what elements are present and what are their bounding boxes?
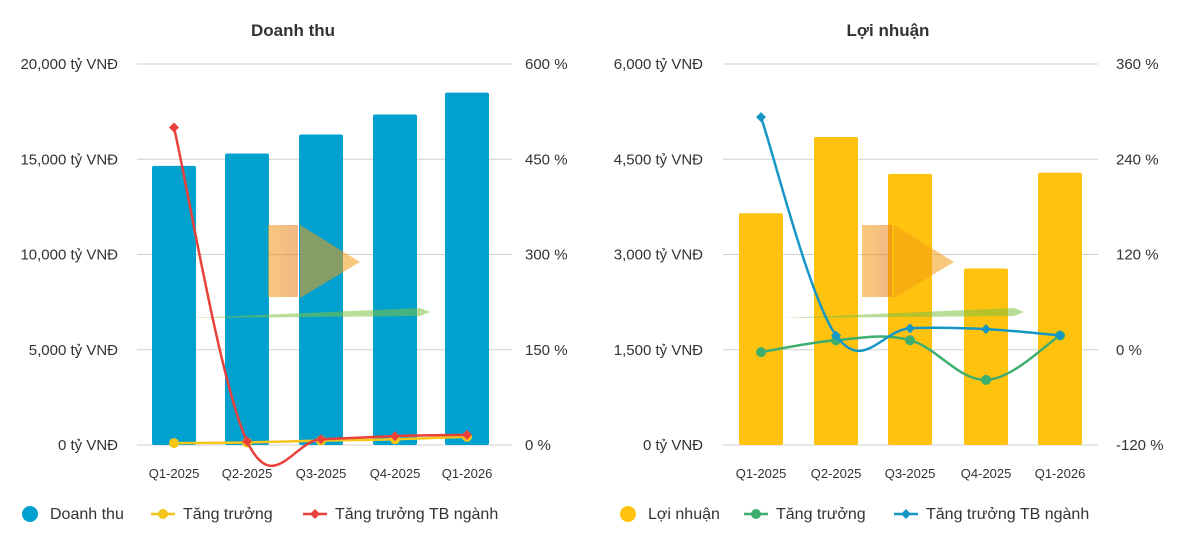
bar xyxy=(814,137,858,445)
watermark-logo xyxy=(190,225,430,318)
x-tick-label: Q1-2026 xyxy=(442,466,493,481)
series-point xyxy=(981,324,991,335)
y-tick-label: 15,000 tỷ VNĐ xyxy=(20,151,118,168)
x-tick-label: Q1-2025 xyxy=(736,466,787,481)
bar xyxy=(445,92,489,445)
legend-marker xyxy=(158,509,168,519)
legend-label: Tăng trưởng TB ngành xyxy=(335,506,498,523)
y-tick-label: 6,000 tỷ VNĐ xyxy=(614,56,703,73)
y-tick-label: 10,000 tỷ VNĐ xyxy=(20,247,118,264)
legend: Lợi nhuận Tăng trưởng Tăng trưởng TB ngành xyxy=(620,506,1089,523)
x-tick-label: Q2-2025 xyxy=(811,466,862,481)
y-tick-label: 5,000 tỷ VNĐ xyxy=(29,342,118,359)
y2-tick-label: 240 % xyxy=(1116,151,1159,168)
legend-marker xyxy=(751,509,761,519)
series-point xyxy=(981,374,991,385)
watermark-logo xyxy=(784,225,1024,318)
x-tick-label: Q3-2025 xyxy=(885,466,936,481)
y-tick-label: 1,500 tỷ VNĐ xyxy=(614,342,703,359)
bar xyxy=(964,268,1008,445)
bar xyxy=(739,213,783,445)
bar xyxy=(152,165,196,446)
legend-marker xyxy=(310,509,320,519)
legend-marker xyxy=(22,506,38,522)
legend-label: Doanh thu xyxy=(50,506,124,523)
legend-marker xyxy=(901,509,911,519)
series-point xyxy=(756,112,766,123)
series-point xyxy=(169,122,179,133)
y2-tick-label: -120 % xyxy=(1116,437,1164,454)
bar xyxy=(1038,172,1082,445)
legend-label: Tăng trưởng TB ngành xyxy=(926,506,1089,523)
y2-tick-label: 0 % xyxy=(525,437,551,454)
legend-label: Tăng trưởng xyxy=(183,506,273,523)
y-tick-label: 0 tỷ VNĐ xyxy=(58,437,118,454)
bar xyxy=(299,134,343,446)
x-tick-label: Q1-2026 xyxy=(1035,466,1086,481)
y2-tick-label: 600 % xyxy=(525,56,568,73)
series-point xyxy=(462,429,472,440)
bar xyxy=(373,114,417,446)
y2-tick-label: 150 % xyxy=(525,342,568,359)
chart-title: Lợi nhuận xyxy=(847,21,930,40)
series-point xyxy=(905,335,915,346)
series-point xyxy=(905,323,915,334)
y2-tick-label: 300 % xyxy=(525,247,568,264)
series-point xyxy=(390,431,400,442)
x-tick-label: Q4-2025 xyxy=(961,466,1012,481)
y-tick-label: 0 tỷ VNĐ xyxy=(643,437,703,454)
bar xyxy=(888,173,932,446)
legend: Doanh thu Tăng trưởng Tăng trưởng TB ngành xyxy=(22,506,498,523)
y2-tick-label: 120 % xyxy=(1116,247,1159,264)
series-point xyxy=(169,438,179,449)
series-line xyxy=(759,116,1061,353)
series-point xyxy=(242,436,252,447)
y2-tick-label: 360 % xyxy=(1116,56,1159,73)
revenue-chart: Doanh thu 0 tỷ VNĐ 0 % 5,000 tỷ VNĐ 150 % 10,… xyxy=(20,21,567,523)
profit-chart: Lợi nhuận 0 tỷ VNĐ -120 % 1,500 tỷ VNĐ 0 % 3,… xyxy=(614,21,1164,523)
legend-label: Tăng trưởng xyxy=(776,506,866,523)
x-tick-label: Q4-2025 xyxy=(370,466,421,481)
x-tick-label: Q1-2025 xyxy=(149,466,200,481)
series-point xyxy=(316,434,326,445)
x-tick-label: Q2-2025 xyxy=(222,466,273,481)
series-point xyxy=(756,347,766,358)
series-point xyxy=(1055,330,1065,341)
legend-label: Lợi nhuận xyxy=(648,506,720,523)
series-point xyxy=(831,330,841,341)
bar xyxy=(225,153,269,445)
y-tick-label: 20,000 tỷ VNĐ xyxy=(20,56,118,73)
x-tick-label: Q3-2025 xyxy=(296,466,347,481)
y-tick-label: 3,000 tỷ VNĐ xyxy=(614,247,703,264)
y2-tick-label: 0 % xyxy=(1116,342,1142,359)
y-tick-label: 4,500 tỷ VNĐ xyxy=(614,151,703,168)
y2-tick-label: 450 % xyxy=(525,151,568,168)
chart-title: Doanh thu xyxy=(251,21,335,40)
legend-marker xyxy=(620,506,636,522)
